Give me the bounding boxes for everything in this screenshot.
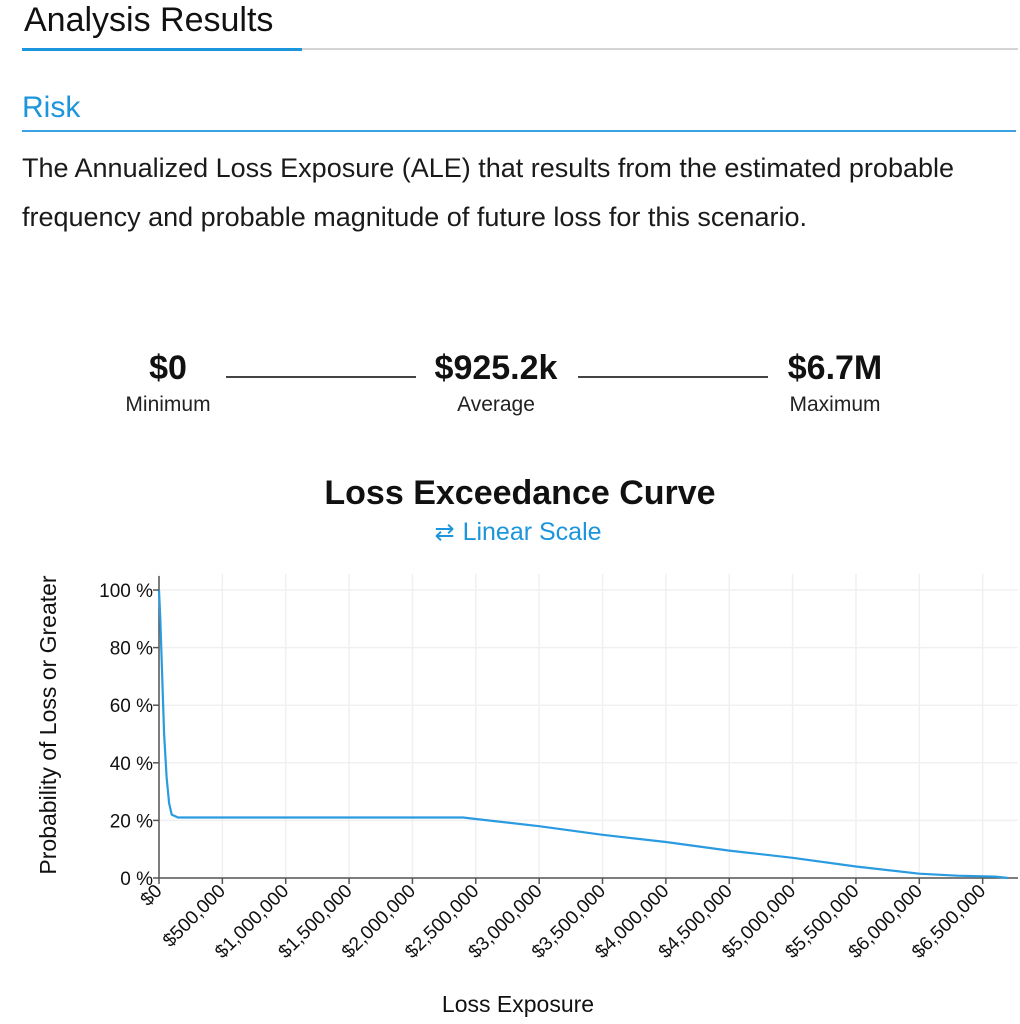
y-tick-label: 100 % xyxy=(99,581,153,602)
stat-average-value: $925.2k xyxy=(434,349,558,387)
stat-minimum-label: Minimum xyxy=(125,393,211,416)
linear-scale-label: Linear Scale xyxy=(462,518,602,546)
series-line-loss-exceedance xyxy=(157,589,1009,880)
page-title: Analysis Results xyxy=(24,1,274,39)
chart-title: Loss Exceedance Curve xyxy=(324,474,716,512)
header-divider xyxy=(22,48,1018,50)
y-tick-label: 60 % xyxy=(110,696,153,717)
stat-maximum-value: $6.7M xyxy=(787,349,883,387)
stat-maximum-label: Maximum xyxy=(789,393,881,416)
y-axis-ticks: 0 % 20 % 40 % 60 % 80 % 100 % xyxy=(99,581,159,890)
stat-connector-left xyxy=(226,376,416,378)
section-title: Risk xyxy=(22,91,81,124)
chart-axes xyxy=(158,576,1018,879)
x-axis-title: Loss Exposure xyxy=(442,991,594,1017)
y-tick-label: 80 % xyxy=(110,639,153,660)
section-description: The Annualized Loss Exposure (ALE) that … xyxy=(22,153,955,232)
y-tick-label: 20 % xyxy=(110,811,153,832)
y-tick-label: 0 % xyxy=(120,869,153,890)
stat-average: $925.2k Average xyxy=(396,348,596,418)
stat-maximum: $6.7M Maximum xyxy=(760,348,910,418)
x-axis-ticks: $0$500,000$1,000,000$1,500,000$2,000,000… xyxy=(137,878,990,963)
active-tab-indicator xyxy=(22,48,302,51)
swap-arrows-icon: ⇄ xyxy=(434,519,455,546)
loss-exceedance-chart: 0 % 20 % 40 % 60 % 80 % 100 % $0$500,000$1,00… xyxy=(35,574,1018,1017)
stat-average-label: Average xyxy=(457,393,535,416)
stat-minimum-value: $0 xyxy=(149,349,187,387)
stat-minimum: $0 Minimum xyxy=(98,348,238,418)
stat-connector-right xyxy=(578,376,768,378)
section-divider xyxy=(22,130,1016,132)
linear-scale-toggle[interactable]: ⇄ Linear Scale xyxy=(0,516,1020,549)
chart-series xyxy=(157,589,1009,880)
y-axis-title: Probability of Loss or Greater xyxy=(35,575,61,874)
header: Analysis Results xyxy=(0,0,1020,52)
y-tick-label: 40 % xyxy=(110,754,153,775)
